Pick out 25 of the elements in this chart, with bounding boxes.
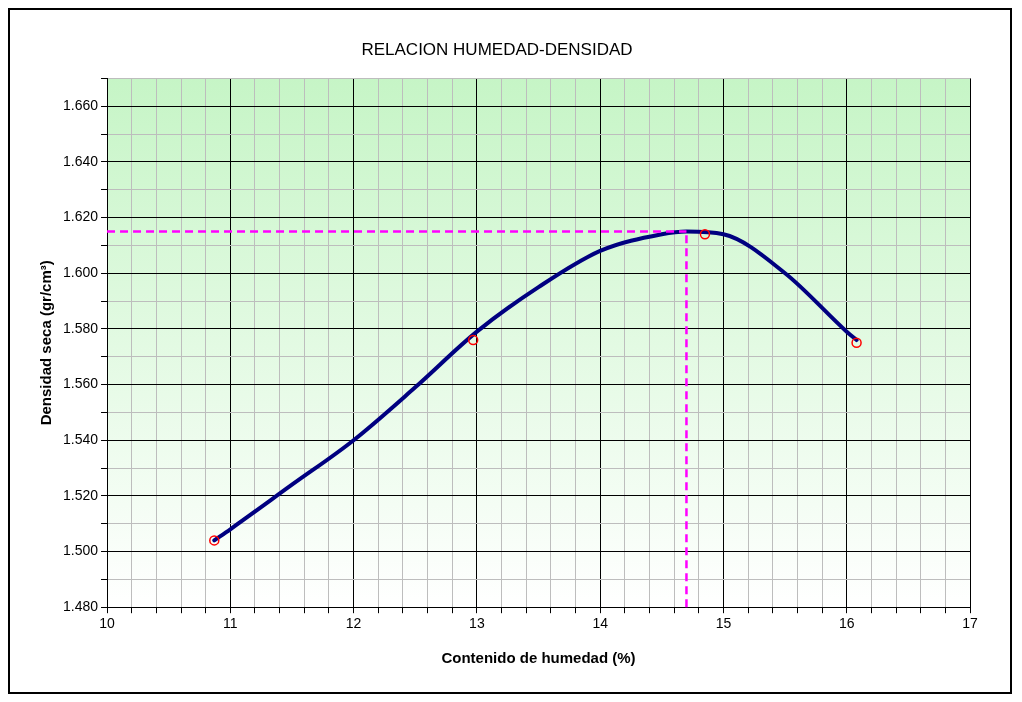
y-tick-label: 1.580: [62, 319, 99, 336]
y-tick-label: 1.560: [62, 375, 99, 392]
chart-title: RELACION HUMEDAD-DENSIDAD: [361, 39, 633, 59]
y-axis-title: Densidad seca (gr/cm³): [37, 260, 55, 426]
y-tick-label: 1.520: [62, 486, 99, 503]
y-tick-label: 1.620: [62, 208, 99, 225]
y-tick-label: 1.600: [62, 264, 99, 281]
x-tick-label: 10: [99, 615, 116, 632]
x-tick-label: 14: [592, 615, 609, 632]
point: [851, 337, 862, 349]
point: [209, 535, 220, 546]
x-tick-label: 12: [345, 615, 362, 632]
point: [699, 229, 711, 240]
y-tick-label: 1.640: [62, 152, 99, 169]
point: [467, 334, 479, 346]
x-tick-label: 13: [469, 615, 485, 632]
x-tick-label: 16: [838, 615, 855, 632]
y-tick-label: 1.500: [62, 542, 99, 559]
x-axis-title: Contenido de humedad (%): [441, 649, 636, 667]
x-tick-label: 11: [223, 615, 238, 632]
y-tick-label: 1.660: [62, 97, 99, 114]
y-tick-label: 1.480: [62, 598, 99, 615]
y-tick-label: 1.540: [62, 431, 99, 448]
x-tick-label: 15: [715, 615, 732, 632]
x-tick-label: 17: [962, 615, 978, 632]
